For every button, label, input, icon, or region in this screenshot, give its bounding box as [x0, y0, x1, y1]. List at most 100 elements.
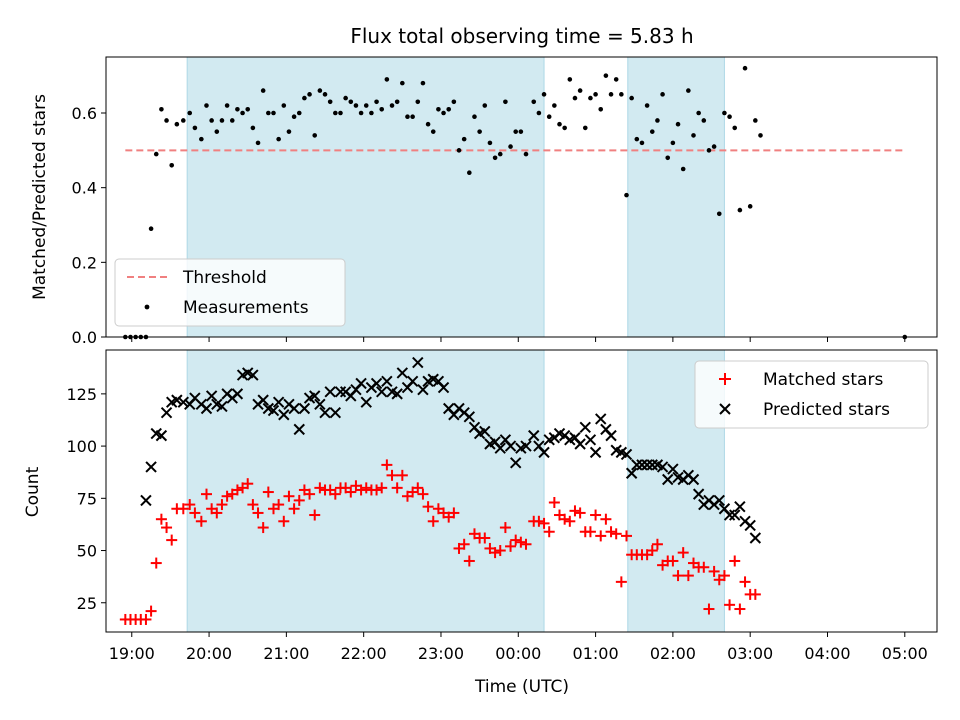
predicted-stars-point-33 [314, 398, 326, 411]
bottom-legend: Matched stars Predicted stars [694, 360, 929, 429]
measurements-point-22 [240, 110, 245, 116]
measurements-point-10 [174, 121, 180, 127]
bottom-x-tick-label-6: 01:00 [573, 644, 619, 663]
predicted-stars-point-11 [200, 402, 213, 415]
measurements-point-49 [379, 106, 385, 112]
matched-stars-point-74 [505, 540, 517, 552]
measurements-point-26 [260, 88, 266, 93]
measurements-point-122 [758, 133, 763, 138]
matched-stars-point-8 [161, 522, 173, 534]
predicted-stars-point-73 [520, 440, 532, 452]
matched-stars-point-52 [391, 482, 403, 494]
predicted-stars-point-97 [646, 459, 658, 471]
predicted-stars-point-37 [334, 386, 347, 398]
predicted-stars-point-12 [205, 390, 218, 402]
matched-stars-point-23 [242, 478, 254, 490]
matched-stars-point-58 [422, 501, 434, 513]
measurements-point-90 [593, 92, 598, 97]
measurements-point-77 [523, 151, 529, 157]
legend-measurements-swatch [144, 304, 150, 310]
predicted-stars-point-112 [723, 509, 736, 521]
matched-stars-point-101 [646, 545, 658, 557]
measurements-point-16 [209, 118, 214, 123]
matched-stars-point-29 [273, 499, 285, 511]
measurements-point-85 [567, 77, 573, 82]
measurements-point-66 [467, 170, 472, 176]
matched-stars-point-108 [682, 570, 694, 582]
measurements-point-21 [235, 106, 240, 112]
matched-stars-point-105 [667, 555, 679, 567]
predicted-stars-point-28 [288, 402, 300, 415]
predicted-stars-point-41 [355, 377, 367, 390]
measurements-point-9 [169, 162, 175, 168]
predicted-stars-point-101 [667, 463, 679, 475]
measurements-point-72 [497, 151, 503, 157]
measurements-point-64 [456, 148, 462, 153]
predicted-stars-point-0 [140, 494, 152, 507]
predicted-stars-point-71 [509, 457, 522, 469]
matched-stars-point-56 [412, 482, 424, 494]
matched-stars-point-95 [615, 576, 627, 588]
measurements-point-63 [451, 99, 457, 105]
matched-stars-point-77 [520, 538, 532, 550]
predicted-stars-point-35 [324, 386, 336, 398]
predicted-stars-point-89 [605, 429, 617, 442]
predicted-stars-point-53 [417, 383, 429, 396]
predicted-stars-point-6 [171, 394, 183, 406]
matched-stars-point-107 [677, 547, 689, 559]
bottom-x-tick-label-2: 21:00 [263, 644, 309, 663]
measurements-point-61 [441, 110, 446, 116]
predicted-stars-point-86 [589, 446, 602, 459]
predicted-stars-point-110 [713, 494, 725, 507]
matched-stars-point-121 [749, 588, 761, 600]
top-legend: Threshold Measurements [114, 258, 346, 327]
measurements-point-96 [624, 192, 629, 198]
predicted-stars-point-30 [298, 402, 311, 415]
measurements-point-54 [405, 114, 410, 120]
bottom-y-axis-label: Count [23, 466, 43, 517]
measurements-point-76 [518, 129, 524, 134]
measurements-point-8 [164, 118, 169, 123]
matched-stars-point-31 [283, 490, 295, 502]
predicted-stars-point-65 [479, 425, 491, 438]
measurements-point-11 [181, 118, 186, 123]
measurements-point-68 [477, 129, 482, 134]
matched-stars-point-27 [262, 486, 274, 498]
measurements-point-18 [219, 118, 225, 123]
legend-matched-label: Matched stars [763, 370, 883, 390]
measurements-point-32 [291, 114, 297, 120]
matched-stars-point-92 [600, 513, 612, 525]
matched-stars-point-112 [703, 603, 715, 615]
top-axes: 0.0 0.2 0.4 0.6 [72, 104, 906, 347]
predicted-stars-point-70 [504, 440, 517, 452]
predicted-stars-point-62 [463, 411, 476, 423]
measurements-point-53 [400, 80, 405, 86]
measurements-point-74 [508, 144, 513, 149]
measurements-point-14 [199, 136, 204, 142]
matched-stars-point-102 [651, 538, 663, 550]
measurements-point-47 [369, 110, 374, 116]
bottom-x-tick-label-8: 03:00 [727, 644, 773, 663]
predicted-stars-point-45 [376, 386, 388, 398]
matched-stars-point-71 [489, 547, 501, 559]
bottom-x-tick-label-1: 20:00 [186, 644, 232, 663]
measurements-point-107 [680, 166, 686, 172]
predicted-stars-point-44 [370, 377, 383, 390]
legend-predicted-label: Predicted stars [763, 400, 890, 420]
measurements-point-95 [619, 92, 624, 97]
matched-stars-point-50 [381, 459, 393, 471]
legend-measurements-label: Measurements [183, 298, 309, 318]
figure-title: Flux total observing time = 5.83 h [350, 24, 693, 48]
predicted-stars-point-114 [734, 500, 746, 513]
measurements-point-106 [675, 121, 681, 127]
measurements-point-94 [613, 77, 619, 82]
measurements-point-112 [706, 148, 712, 153]
measurements-point-38 [322, 92, 328, 97]
bottom-y-tick-label-2: 75 [77, 489, 97, 508]
measurements-point-27 [266, 110, 271, 116]
bottom-x-tick-label-5: 00:00 [495, 644, 541, 663]
matched-stars-point-57 [417, 488, 429, 500]
measurements-point-62 [446, 106, 452, 112]
predicted-stars-point-20 [247, 369, 259, 381]
predicted-stars-point-116 [744, 519, 756, 532]
